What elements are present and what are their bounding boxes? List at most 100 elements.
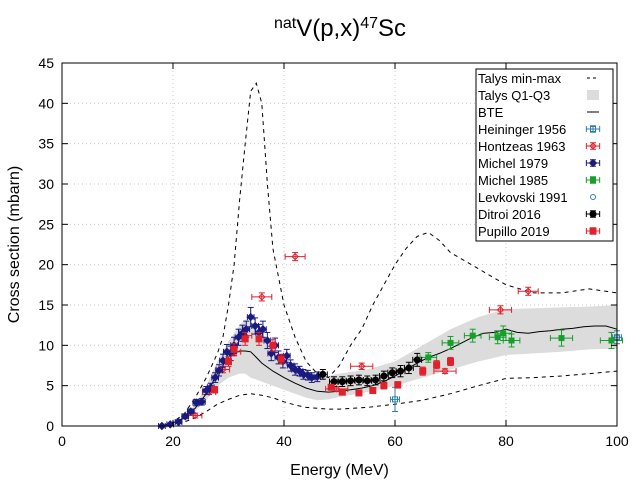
legend: Talys min-max Talys Q1-Q3 BTE Heininger 195… [475,68,614,242]
data-point-pupillo [277,355,285,363]
series-pupillo [211,331,454,397]
y-tick-label: 15 [38,297,54,313]
data-point-pupillo [369,387,377,395]
data-point-michel1979 [234,333,243,342]
data-point-ditroi [372,376,380,384]
data-point-michel1979 [214,366,224,375]
data-point-ditroi [330,378,338,386]
data-point-michel1979 [197,397,207,407]
legend-marker-pupillo [589,227,597,235]
legend-marker-ditroi [589,210,597,218]
series-michel1985 [419,325,624,363]
data-point-michel1985 [425,354,432,361]
data-points-layer [157,252,624,431]
data-point-hontzeas [496,306,505,314]
chart-title: natV(p,x)47Sc [274,15,406,42]
talys-max-line [161,82,618,427]
data-point-ditroi [319,370,327,378]
data-point-hontzeas [441,367,449,375]
legend-label: Michel 1985 [478,173,548,188]
legend-label: Talys min-max [478,71,562,86]
legend-swatch-band [587,90,599,100]
legend-label: BTE [478,105,504,120]
y-tick-label: 45 [38,55,54,71]
legend-label: Ditroi 2016 [478,207,541,222]
legend-label: Pupillo 2019 [478,224,550,239]
error-bars [433,368,457,375]
error-bars [419,352,438,363]
data-point-hontzeas [333,385,341,393]
data-point-ditroi [363,377,371,385]
title-superscript-nat: nat [274,15,297,32]
data-point-michel1979 [282,351,291,361]
data-point-pupillo [338,388,346,396]
legend-marker-michel1979 [588,158,598,168]
data-point-pupillo [327,383,335,391]
y-tick-label: 40 [38,95,54,111]
error-bars [585,125,601,133]
legend-label: Levkovski 1991 [478,190,568,205]
data-point-hontzeas [291,252,299,261]
data-point-hontzeas [524,287,532,295]
talys-q1-q3-band [161,305,617,426]
y-axis-label: Cross section (mbarn) [6,166,23,323]
y-tick-label: 10 [38,337,54,353]
data-point-michel1985 [469,332,476,339]
plot-frame [61,62,618,427]
y-tick-label: 0 [46,418,54,434]
x-tick-label: 60 [387,433,403,449]
error-bars [517,286,539,296]
data-point-pupillo [355,389,363,397]
data-point-michel1979 [222,347,232,356]
legend-marker-heininger [590,126,596,132]
data-point-ditroi [347,377,355,385]
legend-marker-hontzeas [589,142,597,150]
data-point-pupillo [255,335,263,343]
data-point-michel1985 [494,334,501,341]
y-tick-label: 30 [38,176,54,192]
x-tick-label: 80 [498,433,514,449]
y-tick-label: 25 [38,216,54,232]
y-tick-label: 20 [38,257,54,273]
title-base-v-px: V(p,x) [296,15,360,42]
data-point-hontzeas [357,362,366,371]
data-point-pupillo [433,361,441,369]
error-bars [350,362,374,371]
data-point-hontzeas [191,411,199,420]
x-tick-label: 100 [605,433,629,449]
axis-ticks: 0 20 40 60 80 100 0 5 10 15 20 25 30 35 40 45 [38,55,628,449]
data-point-michel1985 [558,335,565,342]
x-tick-label: 20 [165,433,181,449]
data-point-pupillo [269,341,277,349]
data-point-michel1985 [500,330,507,337]
series-ditroi [317,352,423,387]
data-point-michel1979 [181,412,190,421]
legend-marker-michel1985 [590,177,596,183]
data-point-ditroi [413,356,421,364]
talys-q1-q3-band-layer [161,305,617,426]
data-point-michel1979 [263,336,272,345]
data-point-ditroi [355,376,363,384]
legend-marker-levkovski [590,194,596,200]
data-point-michel1979 [186,407,195,416]
data-point-pupillo [394,381,402,389]
x-tick-label: 40 [276,433,292,449]
title-superscript-47: 47 [360,15,378,32]
y-tick-label: 5 [46,378,54,394]
data-point-michel1985 [508,337,515,344]
y-tick-label: 35 [38,136,54,152]
legend-label: Heininger 1956 [478,122,566,137]
data-point-pupillo [241,335,249,343]
data-point-pupillo [230,345,238,353]
data-point-michel1985 [447,339,454,346]
x-axis-label: Energy (MeV) [290,462,389,479]
talys-min-line [161,370,618,427]
data-point-heininger [392,396,398,403]
legend-label: Talys Q1-Q3 [478,88,550,103]
data-point-ditroi [380,372,388,380]
data-point-ditroi [405,364,413,372]
x-tick-label: 0 [58,433,66,449]
data-point-michel1985 [608,337,615,344]
data-point-michel1979 [174,417,183,427]
